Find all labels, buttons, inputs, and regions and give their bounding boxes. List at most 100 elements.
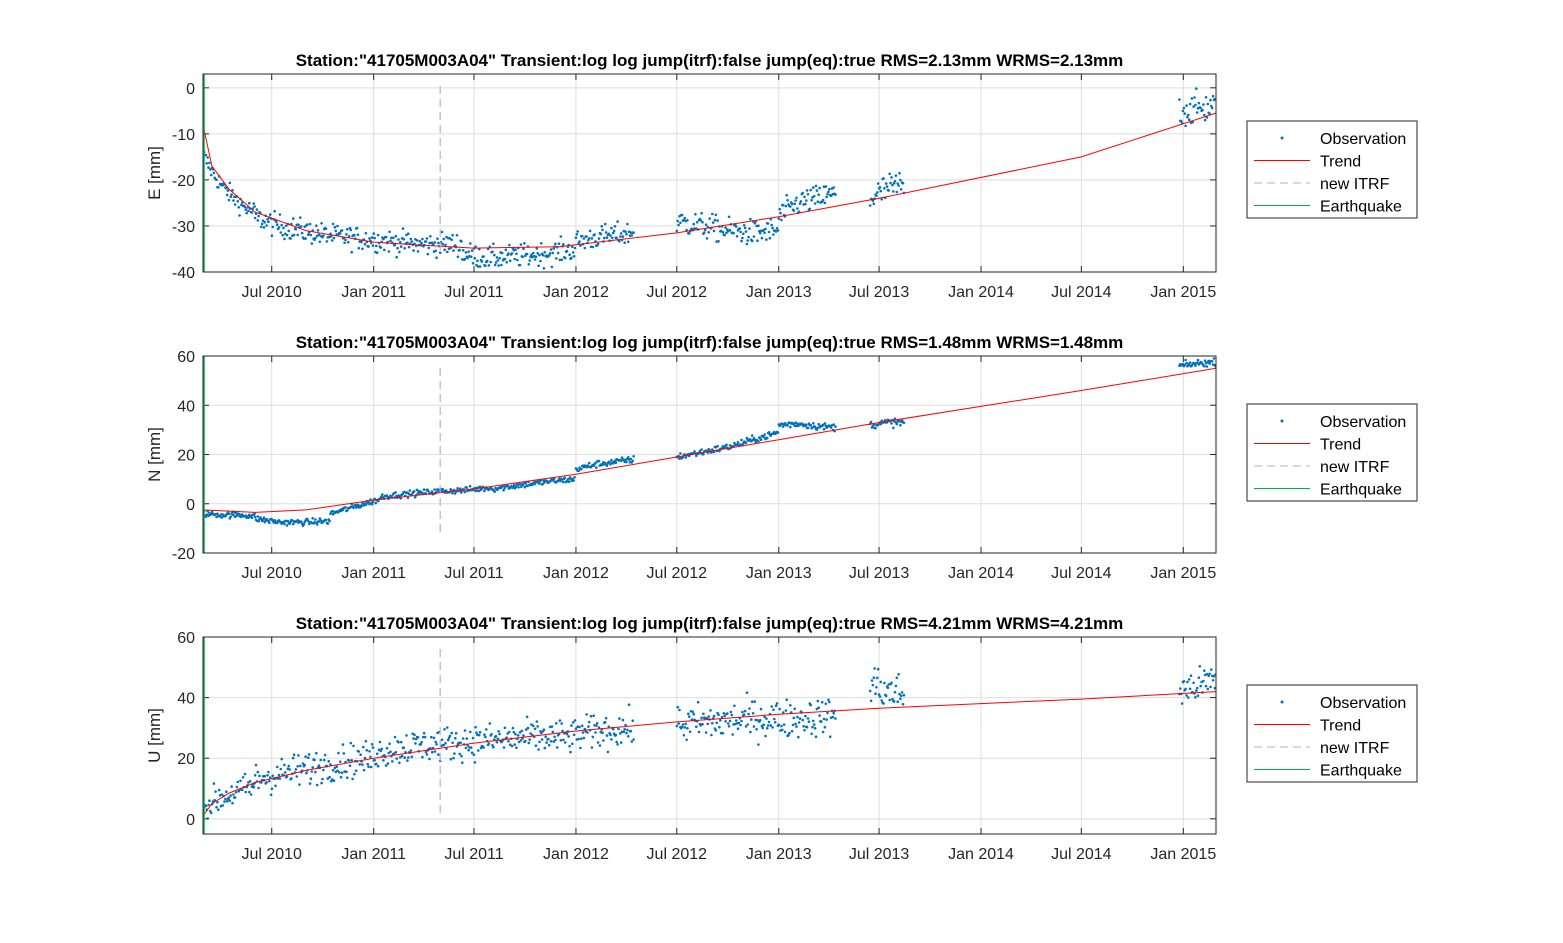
observation-point: [805, 199, 808, 202]
observation-point: [491, 250, 494, 254]
observation-point: [458, 248, 462, 252]
observation-point: [585, 713, 588, 716]
observation-point: [744, 230, 748, 233]
observation-point: [271, 774, 275, 778]
observation-point: [814, 735, 818, 738]
observation-point: [618, 239, 621, 243]
observation-point: [434, 249, 438, 253]
observation-point: [727, 215, 731, 219]
observation-point: [276, 765, 279, 769]
observation-point: [875, 686, 878, 689]
observation-point: [818, 714, 821, 717]
observation-point: [356, 233, 360, 237]
observation-point: [767, 431, 771, 434]
observation-point: [714, 729, 718, 732]
observation-point: [605, 236, 609, 239]
observation-point: [611, 727, 615, 731]
observation-point: [743, 226, 747, 230]
observation-point: [762, 435, 765, 439]
observation-point: [421, 755, 424, 759]
observation-point: [315, 783, 319, 787]
observation-point: [235, 785, 239, 789]
observation-point: [343, 241, 346, 245]
observation-point: [273, 519, 276, 522]
observation-point: [388, 230, 391, 234]
observation-point: [711, 221, 715, 224]
observation-point: [463, 729, 467, 732]
observation-point: [382, 759, 385, 762]
observation-point: [732, 231, 735, 235]
observation-point: [706, 722, 710, 726]
observation-point: [311, 766, 315, 769]
observation-point: [809, 703, 812, 707]
observation-point: [353, 233, 356, 237]
legend-observation-marker: [1280, 700, 1284, 704]
observation-point: [507, 739, 510, 743]
observation-point: [283, 522, 286, 526]
observation-point: [534, 744, 538, 747]
observation-point: [582, 736, 586, 740]
observation-point: [474, 245, 477, 248]
observation-point: [712, 229, 716, 233]
observation-point: [467, 748, 470, 752]
observation-point: [361, 247, 364, 251]
observation-point: [1209, 685, 1212, 689]
observation-point: [331, 222, 335, 226]
observation-point: [889, 181, 892, 185]
observation-point: [820, 720, 823, 723]
observation-point: [420, 740, 423, 744]
axes-box: [202, 355, 1217, 554]
observation-point: [456, 487, 460, 490]
observation-point: [412, 490, 416, 493]
observation-point: [832, 186, 835, 189]
observation-point: [329, 763, 332, 766]
observation-point: [452, 249, 455, 252]
observation-point: [1185, 694, 1188, 697]
observation-point: [731, 733, 734, 736]
observation-point: [812, 422, 815, 425]
observation-point: [765, 717, 768, 720]
observation-point: [233, 203, 237, 206]
observation-point: [621, 235, 625, 238]
observation-point: [1181, 109, 1185, 113]
observation-point: [707, 715, 710, 718]
observation-point: [335, 765, 339, 768]
observation-point: [728, 719, 732, 723]
observation-point: [869, 699, 873, 703]
observation-point: [692, 222, 695, 226]
observation-point: [745, 691, 749, 694]
observation-point: [709, 709, 712, 712]
observation-point: [895, 676, 899, 680]
observation-point: [899, 697, 902, 700]
observation-point: [765, 238, 768, 241]
observation-point: [495, 256, 499, 259]
observation-point: [725, 443, 728, 447]
observation-point: [416, 736, 420, 739]
observation-point: [440, 230, 444, 234]
observation-point: [789, 205, 792, 208]
observation-point: [775, 227, 779, 230]
observation-point: [385, 746, 389, 750]
observation-point: [440, 738, 444, 741]
observation-point: [746, 723, 749, 726]
observation-point: [302, 522, 306, 526]
y-tick-label: -20: [172, 173, 195, 190]
observation-point: [699, 219, 702, 222]
observation-point: [364, 503, 368, 507]
observation-point: [363, 756, 367, 760]
observation-point: [802, 725, 805, 728]
observation-point: [893, 180, 897, 183]
observation-point: [789, 425, 792, 429]
observation-point: [328, 775, 331, 779]
observation-point: [337, 751, 340, 755]
observation-point: [285, 233, 289, 237]
observation-point: [626, 728, 629, 732]
observation-point: [458, 752, 462, 756]
observation-point: [794, 199, 797, 202]
observation-point: [602, 739, 605, 742]
observation-point: [212, 782, 216, 785]
observation-point: [533, 727, 537, 731]
observation-point: [685, 738, 688, 742]
y-tick-label: 0: [186, 497, 195, 514]
observation-point: [257, 214, 260, 218]
